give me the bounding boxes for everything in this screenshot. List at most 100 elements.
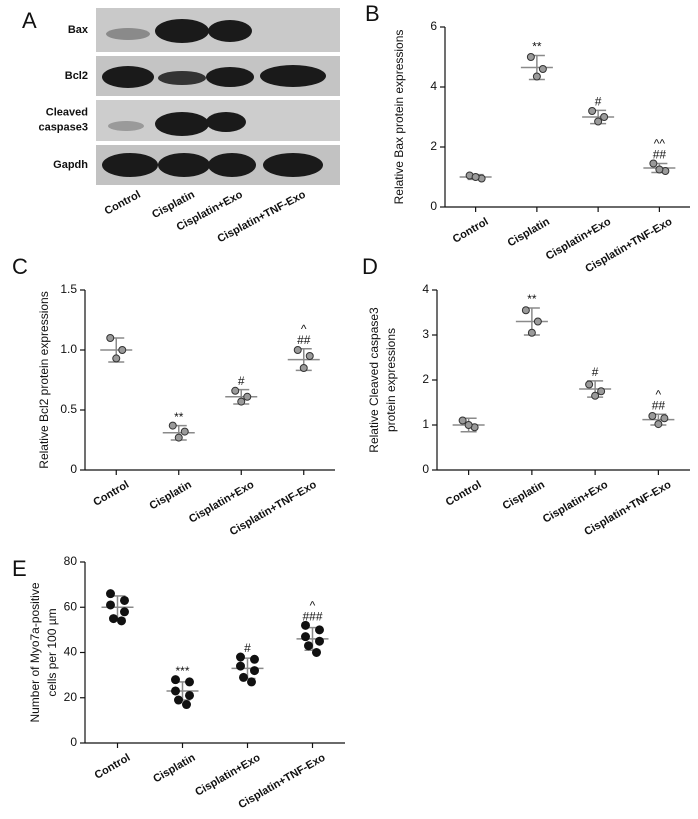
x-tick-label: Cisplatin	[501, 479, 547, 513]
significance: ^^	[654, 137, 666, 151]
y-tick-label: 20	[64, 690, 78, 704]
y-tick-label: 1.0	[60, 342, 77, 356]
x-tick-label: Cisplatin	[147, 479, 193, 513]
data-point	[171, 675, 180, 685]
y-axis-label: Relative Cleaved caspase3	[367, 307, 381, 453]
data-point	[247, 677, 256, 687]
panel-label: C	[12, 254, 28, 279]
y-tick-label: 4	[422, 282, 429, 296]
data-point	[168, 421, 177, 430]
significance: ##	[652, 398, 666, 412]
row-label: Gapdh	[53, 159, 88, 171]
data-point	[174, 433, 183, 442]
data-point	[649, 159, 658, 168]
significance: ^	[310, 599, 316, 613]
y-tick-label: 40	[64, 645, 78, 659]
data-point	[293, 346, 302, 354]
data-point	[236, 661, 245, 671]
data-point	[471, 173, 480, 181]
data-point	[118, 346, 127, 354]
data-point	[532, 72, 541, 81]
x-tick-label: Control	[93, 752, 133, 782]
y-tick-label: 0	[70, 735, 77, 749]
y-axis-label: Number of Myo7a-positive	[28, 582, 42, 722]
data-point	[654, 420, 663, 429]
data-point	[533, 317, 542, 326]
bands	[102, 19, 326, 177]
row-label: Bcl2	[65, 70, 88, 82]
y-tick-label: 4	[430, 79, 437, 93]
row-label: caspase3	[38, 121, 88, 133]
y-axis-label: Relative Bax protein expressions	[392, 30, 406, 205]
data-point	[305, 352, 314, 360]
data-point	[112, 354, 121, 363]
data-point	[304, 641, 313, 651]
significance: **	[532, 40, 542, 54]
y-tick-label: 2	[430, 139, 437, 153]
y-tick-label: 80	[64, 554, 78, 568]
y-tick-label: 2	[422, 372, 429, 386]
data-point	[301, 632, 310, 642]
data-point	[239, 672, 248, 682]
data-point	[312, 648, 321, 657]
data-point	[185, 677, 194, 687]
x-tick-label: Cisplatin	[151, 752, 197, 786]
data-point	[526, 53, 535, 61]
data-point	[120, 607, 129, 617]
significance: **	[174, 410, 184, 424]
significance: ##	[297, 333, 311, 347]
data-point	[106, 600, 115, 610]
panel-label: E	[12, 556, 27, 581]
data-point	[171, 686, 180, 696]
data-point	[117, 616, 126, 626]
data-point	[106, 334, 115, 342]
x-tick-label: Control	[444, 479, 484, 509]
data-point	[588, 107, 597, 115]
panel-label: A	[22, 8, 37, 33]
y-tick-label: 1	[422, 417, 429, 431]
data-point	[180, 427, 189, 436]
data-point	[527, 328, 536, 337]
data-point	[594, 117, 603, 126]
data-point	[250, 666, 259, 676]
data-point	[600, 113, 609, 121]
x-tick-label: Control	[91, 479, 131, 509]
significance: #	[595, 95, 602, 109]
y-tick-label: 0	[70, 462, 77, 476]
data-point	[182, 700, 191, 710]
row-label: Cleaved	[46, 106, 88, 118]
y-tick-label: 0	[430, 199, 437, 213]
y-axis-label: Relative Bcl2 protein expressions	[37, 291, 51, 468]
y-tick-label: 0.5	[60, 402, 77, 416]
data-point	[315, 636, 324, 646]
data-point	[538, 65, 547, 73]
significance: ^	[656, 387, 662, 401]
data-point	[106, 589, 115, 599]
significance: ***	[175, 664, 189, 678]
significance: ###	[302, 610, 322, 624]
significance: #	[238, 374, 245, 388]
data-point	[250, 654, 259, 664]
y-tick-label: 3	[422, 327, 429, 341]
y-tick-label: 60	[64, 599, 78, 613]
data-point	[185, 690, 194, 700]
data-point	[458, 416, 467, 425]
significance: ^	[301, 322, 307, 336]
panel-label: D	[362, 254, 378, 279]
significance: ##	[653, 148, 667, 162]
data-point	[521, 306, 530, 315]
lane-label: Control	[103, 189, 143, 218]
data-point	[315, 625, 324, 635]
data-point	[585, 380, 594, 389]
row-label: Bax	[68, 24, 89, 36]
data-point	[174, 695, 183, 705]
data-point	[648, 412, 657, 420]
panel-label: B	[365, 1, 380, 26]
data-point	[464, 421, 473, 429]
data-point	[231, 386, 240, 395]
data-point	[109, 614, 118, 624]
data-point	[120, 595, 129, 605]
data-point	[243, 392, 252, 401]
data-point	[591, 391, 600, 400]
